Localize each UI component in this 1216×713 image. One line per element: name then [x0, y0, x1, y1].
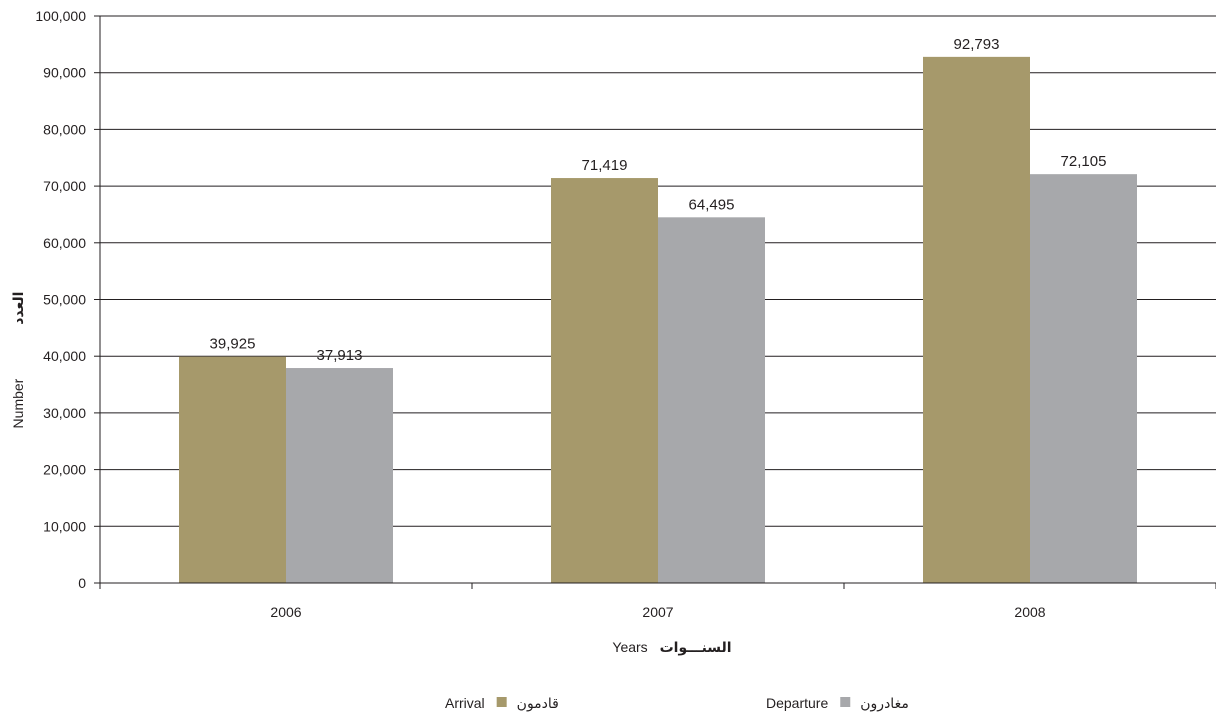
data-label: 72,105: [1061, 153, 1107, 170]
bars: [179, 56, 1137, 584]
legend-label-ar: مغادرون: [860, 695, 909, 712]
y-tick-label: 10,000: [43, 518, 86, 534]
y-axis-title-en: Number: [10, 378, 26, 428]
legend-swatch: [496, 697, 507, 707]
y-tick-label: 60,000: [43, 235, 86, 251]
x-tick-label: 2007: [642, 604, 673, 620]
y-axis-title-ar: العدد: [10, 292, 26, 325]
y-tick-label: 100,000: [35, 8, 86, 24]
bar-arrival-2008: [923, 56, 1030, 583]
x-tick-label: 2006: [270, 604, 301, 620]
bar-departure-2008: [1030, 174, 1137, 583]
y-tick-label: 70,000: [43, 178, 86, 194]
x-axis-title-en: Years: [612, 639, 647, 655]
y-tick-label: 0: [78, 575, 86, 591]
bar-arrival-2007: [551, 178, 658, 584]
x-axis-title: Years السنـــوات: [612, 639, 731, 656]
data-label: 71,419: [582, 157, 628, 174]
legend-label-en: Departure: [766, 695, 828, 711]
y-tick-label: 20,000: [43, 462, 86, 478]
legend: Arrival قادمون Departure مغادرون: [445, 695, 909, 712]
x-axis-title-ar: السنـــوات: [660, 639, 732, 656]
data-label: 39,925: [210, 336, 256, 353]
x-tick-label: 2008: [1014, 604, 1045, 620]
bar-departure-2007: [658, 217, 765, 583]
data-label: 37,913: [317, 347, 363, 364]
y-axis: 0 10,000 20,000 30,000 40,000 50,000 60,000 70,…: [35, 8, 101, 591]
bar-departure-2006: [286, 368, 393, 583]
legend-swatch: [840, 697, 851, 707]
data-labels: 39,925 71,419 92,793 37,913 64,495 72,105: [210, 36, 1107, 364]
x-axis: 2006 2007 2008: [99, 582, 1216, 620]
y-tick-label: 50,000: [43, 292, 86, 308]
legend-label-ar: قادمون: [517, 695, 559, 712]
y-tick-label: 40,000: [43, 348, 86, 364]
legend-item-arrival: Arrival قادمون: [445, 695, 559, 712]
y-tick-label: 80,000: [43, 121, 86, 137]
data-label: 92,793: [954, 36, 1000, 53]
data-label: 64,495: [689, 196, 735, 213]
y-tick-label: 30,000: [43, 405, 86, 421]
legend-item-departure: Departure مغادرون: [766, 695, 909, 712]
y-axis-title: Number العدد: [10, 292, 26, 429]
y-tick-label: 90,000: [43, 65, 86, 81]
legend-label-en: Arrival: [445, 695, 485, 711]
bar-arrival-2006: [179, 356, 286, 583]
